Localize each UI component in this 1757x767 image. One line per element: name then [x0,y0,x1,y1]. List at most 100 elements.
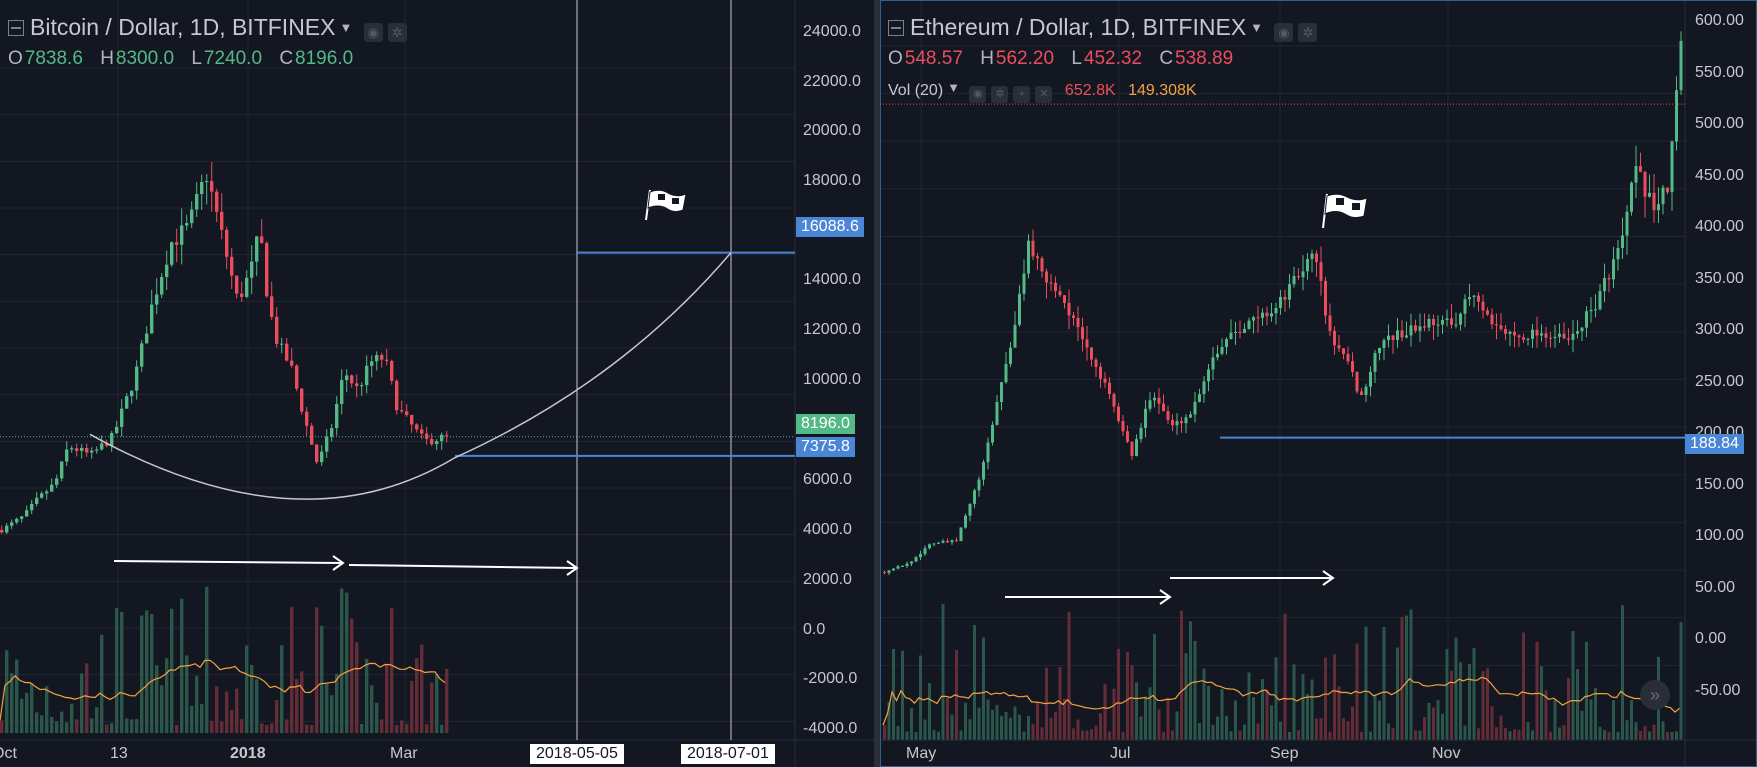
eye-icon[interactable]: ◉ [1274,23,1294,42]
candle-body [955,540,958,542]
volume-bar [1490,706,1494,740]
candle-body [380,355,384,360]
volume-bar [175,724,179,733]
candle-body [1319,262,1323,281]
price-axis-tick-label: 24000.0 [803,23,861,40]
volume-bar [1468,663,1471,740]
bitcoin-symbol-title[interactable]: Bitcoin / Dollar, 1D, BITFINEX [30,14,336,40]
candle-body [1477,295,1480,302]
candle-body [1625,211,1629,236]
volume-bar [360,724,364,733]
candle-body [1522,337,1525,340]
volume-bar [95,707,99,733]
price-axis-tick-label: 10000.0 [803,371,861,388]
gear-icon[interactable]: ✲ [991,86,1009,103]
candle-body [1049,282,1053,284]
volume-bar [1018,714,1021,740]
candle-body [1220,347,1224,354]
volume-bar [1459,662,1462,740]
time-axis-tick-label: Mar [390,745,418,762]
volume-bar [65,722,69,733]
dropdown-caret-icon[interactable]: ▼ [1250,20,1264,35]
volume-bar [919,655,922,740]
ethereum-symbol-title[interactable]: Ethereum / Dollar, 1D, BITFINEX [910,14,1247,40]
collapse-icon[interactable] [888,20,904,36]
gear-icon[interactable]: ✲ [1298,23,1318,42]
candle-body [1261,312,1264,318]
panel-divider[interactable] [874,0,880,767]
candle-body [959,527,963,542]
volume-bar [982,637,985,740]
dropdown-caret-icon[interactable]: ▼ [947,80,961,95]
ohlc-open-value: 7838.6 [24,48,83,69]
candle-body [1193,401,1197,415]
ethereum-chart-canvas[interactable] [880,0,1757,767]
candle-body [1225,339,1228,348]
volume-bar [1252,697,1255,740]
volume-bar [995,704,999,740]
volume-bar [1229,731,1233,740]
candle-body [30,503,34,511]
volume-bar [968,719,972,740]
volume-bar [1324,657,1327,740]
arrow-icon [113,555,345,571]
volume-bar [215,686,219,733]
add-icon[interactable]: + [1013,86,1031,103]
candle-body [1675,90,1678,142]
volume-bar [1549,731,1552,740]
volume-bar [1333,654,1336,740]
close-icon[interactable]: ✕ [1035,86,1053,103]
volume-bar [1279,721,1282,740]
ohlc-high-label: H [980,48,994,69]
candle-body [1382,340,1386,349]
volume-bar [901,650,904,740]
candle-body [1634,166,1638,183]
bitcoin-chart-canvas[interactable] [0,0,880,767]
candle-body [1013,324,1017,348]
volume-bar [1396,647,1399,740]
candle-body [1441,319,1444,325]
volume-bar [1391,728,1395,740]
candle-body [1189,414,1192,418]
candle-body [1090,347,1093,360]
candle-body [45,491,49,494]
eye-icon[interactable]: ◉ [363,23,383,42]
volume-bar [1112,688,1116,740]
flag-check [1336,198,1344,205]
volume-bar [1526,722,1530,740]
collapse-icon[interactable] [8,20,24,36]
candle-body [220,211,224,230]
candle-body [400,410,404,412]
candle-body [140,343,144,367]
candle-body [285,343,289,361]
volume-bar [1643,725,1647,740]
volume-bar [1364,626,1368,740]
candle-body [1589,309,1593,312]
ohlc-low-label: L [1071,48,1082,69]
gear-icon[interactable]: ✲ [387,23,407,42]
eye-icon[interactable]: ◉ [969,86,987,103]
volume-bar [1337,686,1341,740]
volume-bar [185,655,189,733]
candle-body [0,530,4,533]
candle-body [215,191,219,212]
candle-body [1558,333,1561,337]
volume-bar [1085,730,1089,740]
volume-bar [225,691,229,733]
ethereum-chart-panel[interactable]: Ethereum / Dollar, 1D, BITFINEX ▼ ◉ ✲ O 548… [880,0,1757,767]
candle-body [964,515,967,528]
volume-bar [1679,622,1683,740]
bitcoin-chart-panel[interactable]: Bitcoin / Dollar, 1D, BITFINEX ▼ ◉ ✲ O 7838… [0,0,880,767]
volume-label[interactable]: Vol (20) [888,82,944,99]
candle-body [355,383,359,387]
volume-bar [1513,729,1516,740]
candle-body [986,442,990,463]
volume-bar [25,692,29,733]
candle-body [1306,259,1309,272]
volume-bar [1585,641,1588,740]
scroll-right-icon[interactable]: » [1640,680,1670,710]
candle-body [1270,313,1273,317]
candle-body [1468,297,1471,300]
dropdown-caret-icon[interactable]: ▼ [339,20,353,35]
price-axis-tick-label: 300.00 [1695,321,1744,338]
